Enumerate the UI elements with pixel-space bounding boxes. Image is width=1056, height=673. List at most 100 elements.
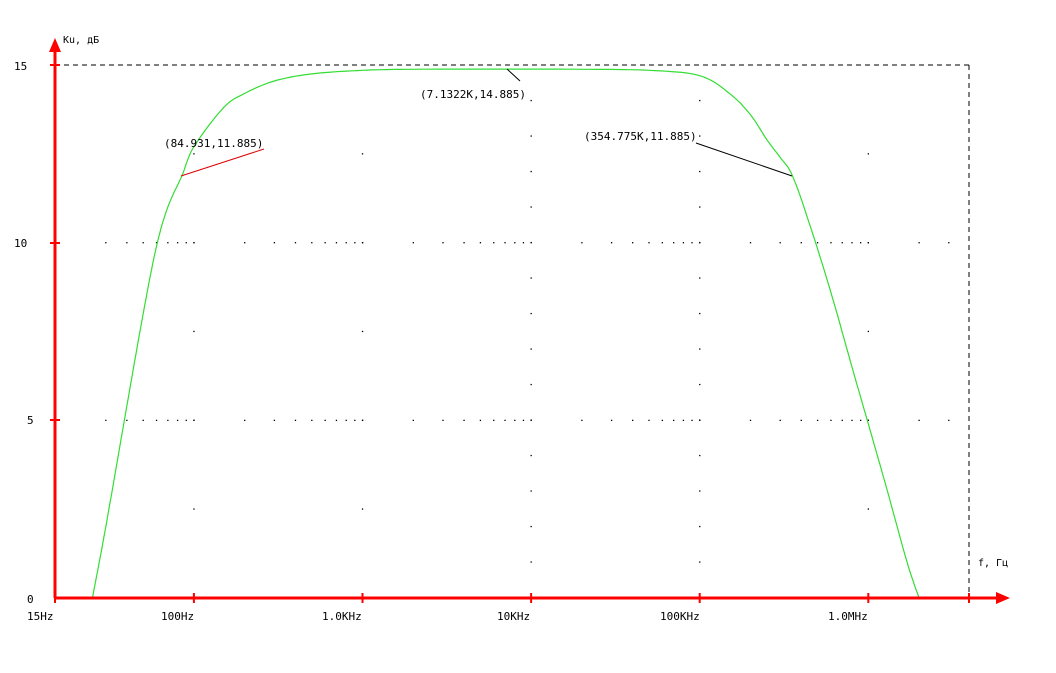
grid-dot-h10 bbox=[610, 242, 613, 244]
x-tick-label-1mhz: 1.0MHz bbox=[828, 610, 868, 623]
grid-dot-v bbox=[530, 419, 532, 421]
grid-dot-h10 bbox=[155, 242, 158, 244]
grid-dots bbox=[105, 99, 950, 563]
annotation-label-mid: (7.1322K,14.885) bbox=[420, 88, 526, 101]
x-tick-label-1khz: 1.0KHz bbox=[322, 610, 362, 623]
grid-dot-v bbox=[530, 170, 532, 173]
grid-dot-h10 bbox=[816, 242, 819, 244]
grid-dot-h10 bbox=[851, 242, 853, 244]
grid-dot-h10 bbox=[126, 242, 128, 244]
grid-dot-h10 bbox=[493, 242, 495, 244]
grid-dot-h5 bbox=[661, 419, 664, 422]
grid-dot-v bbox=[361, 330, 364, 333]
grid-dot-h10 bbox=[632, 242, 634, 244]
grid-dot-h10 bbox=[479, 242, 482, 244]
grid-dot-h5 bbox=[311, 419, 313, 422]
grid-dot-h10 bbox=[412, 242, 414, 244]
grid-dot-h5 bbox=[648, 419, 650, 422]
grid-dot-v bbox=[867, 419, 870, 421]
grid-dot-h5 bbox=[841, 419, 843, 422]
grid-dot-v bbox=[699, 241, 701, 244]
grid-dot-v bbox=[361, 242, 364, 244]
grid-dot-h5 bbox=[851, 419, 853, 422]
grid-dot-h10 bbox=[648, 242, 650, 244]
grid-dot-h10 bbox=[841, 242, 843, 244]
grid-dot-h10 bbox=[672, 242, 675, 244]
x-tick-label-15hz: 15Hz bbox=[27, 610, 54, 623]
grid-dot-v bbox=[530, 454, 532, 457]
annotation-label-right: (354.775K,11.885) bbox=[584, 130, 697, 143]
grid-dot-h5 bbox=[514, 419, 516, 422]
grid-dot-h5 bbox=[142, 419, 144, 422]
grid-dot-h5 bbox=[632, 419, 634, 422]
grid-dot-h5 bbox=[126, 419, 128, 422]
annotation-label-left: (84.931,11.885) bbox=[164, 137, 263, 150]
grid-dot-h5 bbox=[581, 419, 583, 422]
y-tick-label-15: 15 bbox=[14, 60, 27, 73]
grid-dot-h5 bbox=[185, 419, 187, 422]
grid-dot-v bbox=[699, 206, 701, 208]
grid-dot-v bbox=[699, 170, 701, 173]
annotation-leader-mid bbox=[506, 68, 521, 82]
grid-dot-v bbox=[530, 348, 532, 350]
grid-dot-h5 bbox=[672, 419, 675, 422]
grid-dot-h10 bbox=[581, 242, 583, 244]
grid-dot-h5 bbox=[463, 419, 465, 422]
grid-dot-h10 bbox=[185, 242, 187, 244]
grid-dot-v bbox=[699, 348, 701, 350]
grid-dot-h10 bbox=[830, 242, 832, 244]
grid-dot-h10 bbox=[244, 242, 246, 244]
series-line bbox=[91, 68, 920, 599]
grid-dot-h10 bbox=[504, 242, 506, 244]
grid-dot-h10 bbox=[661, 242, 664, 244]
grid-dot-h10 bbox=[918, 242, 920, 244]
grid-dot-h5 bbox=[155, 419, 158, 422]
grid-dot-h10 bbox=[800, 242, 802, 244]
grid-dot-h5 bbox=[442, 419, 444, 422]
grid-dot-h10 bbox=[167, 242, 169, 244]
grid-dot-h5 bbox=[324, 419, 326, 422]
grid-dot-h5 bbox=[779, 419, 781, 422]
grid-dot-v bbox=[699, 561, 701, 563]
grid-dot-v bbox=[361, 508, 364, 510]
grid-dot-v bbox=[530, 135, 532, 137]
y-axis-arrow bbox=[49, 38, 61, 52]
grid-dot-h5 bbox=[335, 419, 338, 422]
grid-dot-h5 bbox=[167, 419, 169, 422]
grid-dot-v bbox=[193, 508, 195, 510]
grid-dot-v bbox=[530, 206, 532, 208]
grid-dot-h5 bbox=[294, 419, 297, 422]
grid-dot-h5 bbox=[918, 419, 920, 422]
grid-dot-h5 bbox=[816, 419, 819, 422]
grid-dot-h5 bbox=[691, 419, 693, 422]
grid-dot-v bbox=[699, 135, 701, 137]
x-tick-label-100hz: 100Hz bbox=[161, 610, 194, 623]
grid-dot-v bbox=[193, 330, 195, 333]
grid-dot-h10 bbox=[749, 242, 752, 244]
y-tick-label-10: 10 bbox=[14, 237, 27, 250]
grid-dot-v bbox=[699, 419, 701, 421]
x-tick-label-10khz: 10KHz bbox=[497, 610, 530, 623]
x-axis-arrow bbox=[996, 592, 1010, 604]
grid-dot-h10 bbox=[176, 242, 179, 244]
grid-dot-h10 bbox=[948, 242, 950, 244]
grid-dot-h5 bbox=[412, 419, 414, 422]
grid-dot-v bbox=[530, 525, 532, 528]
grid-dot-h5 bbox=[345, 419, 347, 422]
y-axis-label: Кu, дБ bbox=[63, 35, 99, 46]
grid-dot-h5 bbox=[522, 419, 525, 422]
grid-dot-v bbox=[699, 490, 701, 492]
grid-dot-h10 bbox=[294, 242, 297, 244]
grid-dot-h10 bbox=[691, 242, 693, 244]
grid-dot-v bbox=[361, 419, 364, 421]
grid-dot-v bbox=[867, 330, 870, 333]
grid-dot-v bbox=[867, 242, 870, 244]
y-tick-label-0: 0 bbox=[27, 593, 34, 606]
grid-dot-v bbox=[699, 454, 701, 457]
grid-dot-v bbox=[193, 153, 195, 155]
annotation-leader-right bbox=[695, 142, 793, 177]
grid-dot-v bbox=[530, 490, 532, 492]
grid-dot-h10 bbox=[105, 242, 107, 244]
